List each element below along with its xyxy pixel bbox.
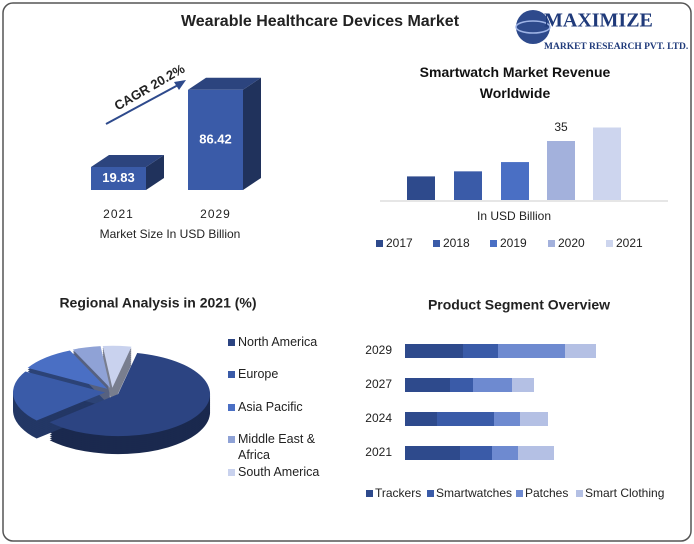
bar-segment (498, 344, 565, 358)
bar-segment (405, 378, 450, 392)
bar-segment (405, 412, 437, 426)
bar (593, 127, 621, 200)
legend-swatch (548, 240, 555, 247)
bar-segment (460, 446, 492, 460)
y-tick-label: 2029 (365, 343, 392, 357)
bar (547, 141, 575, 200)
legend-swatch (576, 490, 583, 497)
legend-label: 2020 (558, 236, 585, 250)
legend-swatch (490, 240, 497, 247)
x-axis-label: In USD Billion (477, 209, 551, 223)
legend-label: Trackers (375, 486, 421, 500)
chart-title: Wearable Healthcare Devices Market (181, 13, 460, 30)
chart-title: Regional Analysis in 2021 (%) (59, 295, 256, 311)
legend-swatch (228, 371, 235, 378)
cagr-arrow-head (174, 80, 186, 90)
logo-name: MAXIMIZE (544, 10, 653, 32)
bar-segment (492, 446, 518, 460)
x-axis-label: Market Size In USD Billion (100, 227, 241, 241)
legend-label: North America (238, 335, 318, 349)
bar-side (243, 77, 261, 190)
legend-swatch (228, 339, 235, 346)
bar (188, 89, 243, 190)
x-tick-label: 2029 (200, 207, 231, 221)
legend-label: Middle East & Africa (238, 432, 316, 462)
bar-segment (405, 344, 463, 358)
legend-swatch (606, 240, 613, 247)
bar (91, 166, 146, 190)
legend-swatch (427, 490, 434, 497)
legend-swatch (228, 436, 235, 443)
bar-top (188, 77, 261, 90)
legend-label: Patches (525, 486, 568, 500)
legend-swatch (366, 490, 373, 497)
slice (102, 345, 132, 388)
legend-label: 2017 (386, 236, 413, 250)
legend-label: 2018 (443, 236, 470, 250)
bar-segment (494, 412, 520, 426)
y-tick-label: 2021 (365, 445, 392, 459)
data-label: 35 (554, 120, 568, 134)
slice (72, 346, 111, 388)
bar-segment (518, 446, 554, 460)
bar-segment (450, 378, 473, 392)
slice (13, 371, 106, 421)
bar-segment (473, 378, 512, 392)
legend-swatch (228, 469, 235, 476)
bar (407, 176, 435, 200)
slice (49, 353, 211, 437)
logo-globe (516, 10, 550, 44)
legend-label: 2019 (500, 236, 527, 250)
legend-swatch (376, 240, 383, 247)
logo-tagline: MARKET RESEARCH PVT. LTD. (544, 42, 688, 52)
y-tick-label: 2027 (365, 377, 392, 391)
chart-title: Product Segment Overview (428, 297, 610, 313)
chart-title: Smartwatch Market Revenue Worldwide (419, 64, 611, 101)
bar-side (146, 154, 164, 190)
legend-swatch (516, 490, 523, 497)
bar-segment (463, 344, 498, 358)
bar-segment (520, 412, 548, 426)
legend-label: Asia Pacific (238, 400, 303, 414)
bar (454, 171, 482, 200)
legend-swatch (433, 240, 440, 247)
x-tick-label: 2021 (103, 207, 134, 221)
y-tick-label: 2024 (365, 411, 392, 425)
slice (27, 350, 108, 389)
bar-segment (565, 344, 596, 358)
logo-ring (515, 20, 551, 34)
bar-segment (512, 378, 534, 392)
legend-label: Smartwatches (436, 486, 512, 500)
bar-top (91, 154, 164, 167)
bar-segment (437, 412, 494, 426)
cagr-arrow (105, 83, 181, 125)
legend-label: Europe (238, 367, 279, 381)
data-label: 19.83 (102, 170, 135, 185)
legend-label: 2021 (616, 236, 643, 250)
legend-label: Smart Clothing (585, 486, 664, 500)
legend-label: South America (238, 465, 320, 479)
bar-segment (405, 446, 460, 460)
bar (501, 162, 529, 200)
legend-swatch (228, 404, 235, 411)
data-label: 86.42 (199, 131, 232, 146)
